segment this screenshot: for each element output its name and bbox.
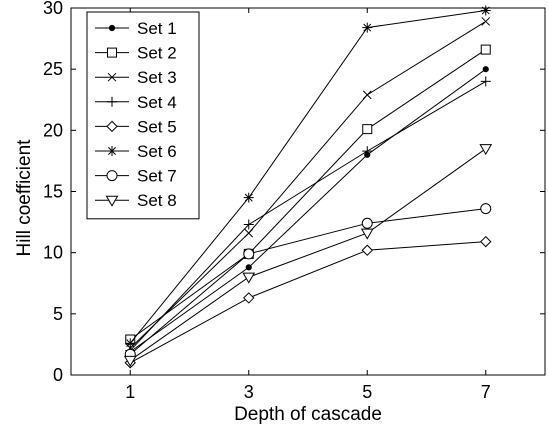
- series-line: [129, 9, 486, 344]
- legend-item: Set 2: [95, 44, 177, 63]
- data-point: [480, 203, 492, 215]
- legend: Set 1 Set 2 Set 3 Set 4 Set 5 Set 6 Set 7 Set 8: [86, 11, 200, 220]
- legend-marker: [107, 72, 117, 82]
- legend-marker: [106, 170, 118, 182]
- legend-label: Set 5: [137, 117, 177, 136]
- legend-label: Set 1: [137, 19, 177, 38]
- legend-item: Set 5: [95, 117, 177, 136]
- legend-label: Set 4: [137, 93, 177, 112]
- series-1: [127, 66, 489, 355]
- data-point: [361, 217, 373, 229]
- series-line: [129, 208, 486, 355]
- series-5: [124, 235, 492, 369]
- data-point: [362, 22, 373, 33]
- legend-marker: [107, 96, 117, 107]
- legend-label: Set 8: [137, 191, 177, 210]
- data-point: [480, 235, 492, 248]
- legend-item: Set 6: [95, 142, 177, 161]
- y-tick-label: 0: [53, 365, 63, 385]
- legend-item: Set 4: [95, 93, 177, 112]
- data-point: [242, 272, 256, 284]
- data-point: [361, 244, 373, 256]
- y-tick-label: 20: [43, 120, 63, 140]
- series-line: [129, 49, 487, 340]
- data-point: [244, 228, 254, 238]
- data-point: [362, 124, 373, 135]
- legend-item: Set 7: [95, 167, 177, 186]
- plot-area: [123, 5, 493, 369]
- data-point: [243, 192, 254, 203]
- legend-marker: [107, 146, 117, 156]
- series-line: [130, 241, 486, 364]
- data-point: [481, 17, 491, 26]
- y-tick-label: 30: [43, 0, 63, 18]
- series-line: [129, 148, 487, 361]
- legend-item: Set 1: [95, 19, 177, 38]
- legend-marker: [108, 24, 116, 32]
- legend-label: Set 6: [137, 142, 177, 161]
- data-point: [123, 355, 137, 367]
- y-tick-label: 5: [53, 304, 63, 324]
- x-tick-label: 7: [481, 382, 491, 402]
- legend-label: Set 7: [137, 167, 177, 186]
- legend-marker: [106, 120, 118, 133]
- data-point: [362, 146, 373, 157]
- series-line: [129, 21, 487, 349]
- x-tick-label: 5: [362, 382, 372, 402]
- x-tick-label: 3: [244, 382, 254, 402]
- y-tick-label: 10: [43, 243, 63, 263]
- data-point: [480, 44, 491, 55]
- x-tick-label: 1: [125, 382, 135, 402]
- legend-box: [86, 11, 200, 220]
- data-point: [362, 90, 372, 100]
- axis-ticks: 1 3 5 7 0 5 10 15 20 25 30: [43, 0, 545, 402]
- data-point: [245, 264, 252, 271]
- data-point: [482, 66, 489, 73]
- legend-label: Set 2: [137, 44, 177, 63]
- data-point: [125, 338, 136, 349]
- legend-label: Set 3: [137, 68, 177, 87]
- data-point: [479, 144, 493, 156]
- legend-marker: [105, 195, 119, 207]
- series-line: [129, 80, 487, 351]
- series-8: [123, 144, 493, 367]
- legend-item: Set 3: [95, 68, 177, 87]
- y-tick-label: 25: [43, 59, 63, 79]
- series-line: [129, 68, 487, 353]
- legend-item: Set 8: [95, 191, 177, 210]
- data-point: [243, 248, 255, 260]
- data-point: [243, 219, 254, 230]
- y-tick-label: 15: [43, 182, 63, 202]
- legend-marker: [107, 47, 117, 58]
- data-point: [480, 76, 491, 87]
- y-axis-label: Hill coefficient: [14, 139, 35, 257]
- data-point: [360, 228, 374, 240]
- x-axis-label: Depth of cascade: [234, 404, 382, 425]
- data-point: [243, 292, 255, 304]
